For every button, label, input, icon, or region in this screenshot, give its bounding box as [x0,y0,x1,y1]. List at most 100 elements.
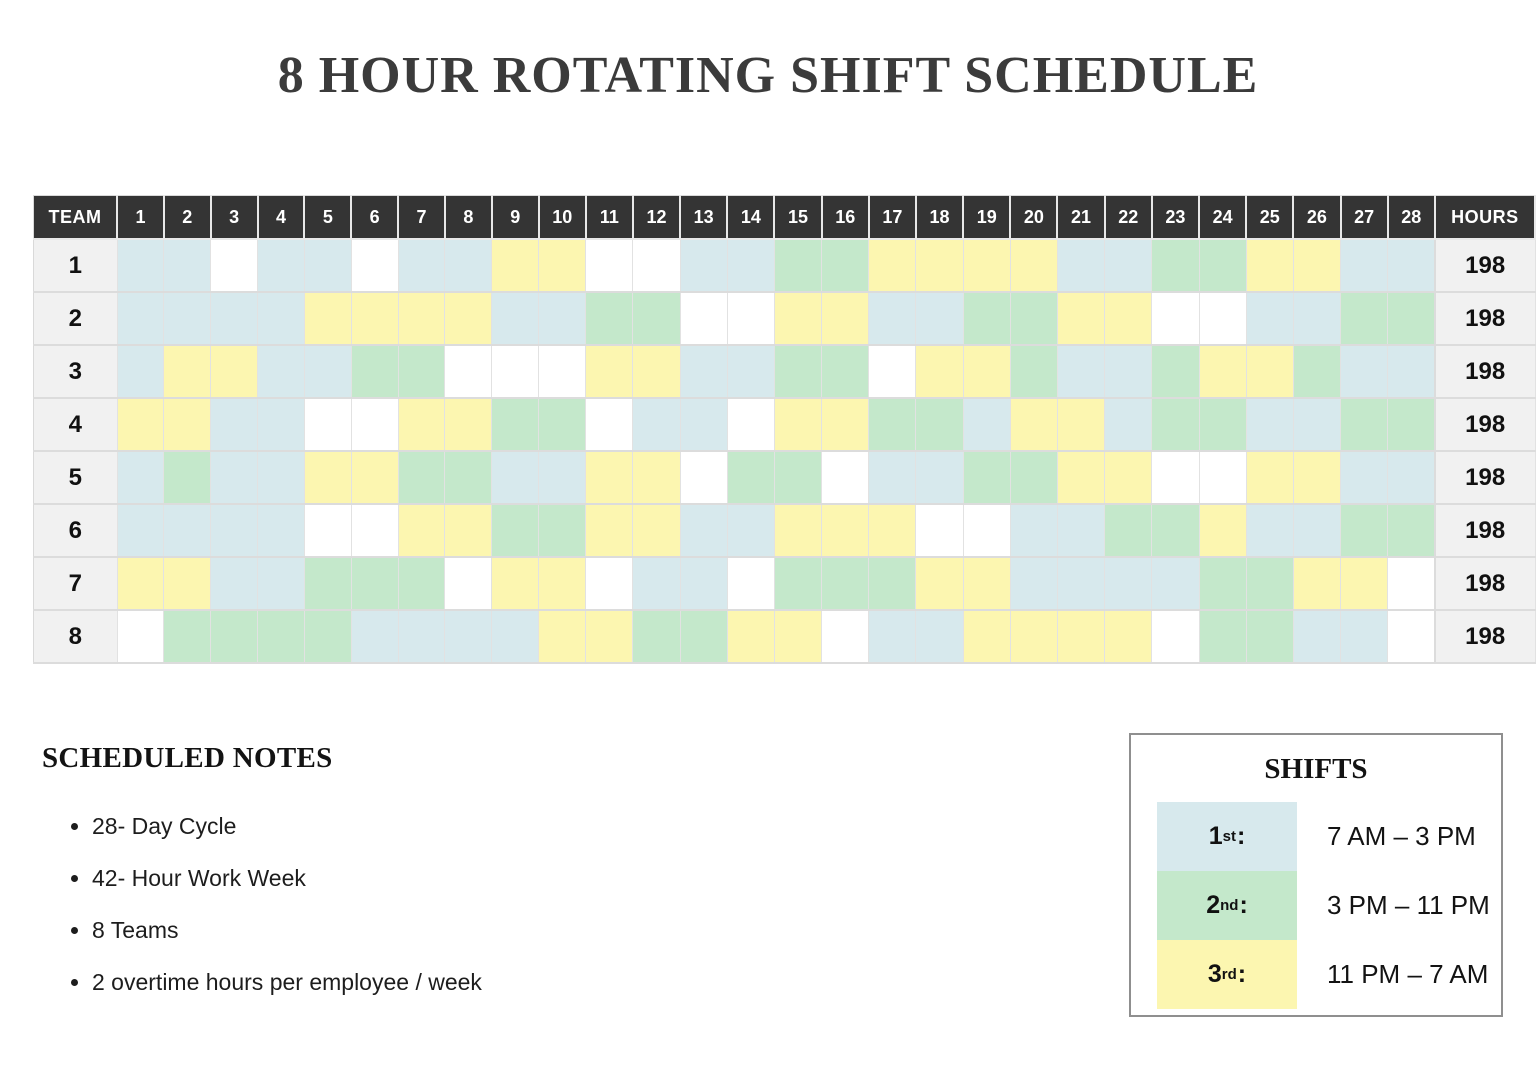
shift-3-cell [398,398,446,452]
shift-1-cell [444,239,493,293]
shift-1-cell [680,504,728,558]
shift-1-cell [680,239,728,293]
shift-3-cell [727,610,775,664]
shift-2-cell [1104,504,1153,558]
shift-2-cell [1340,504,1389,558]
shift-3-cell [538,610,587,664]
team-number-cell: 8 [33,610,118,664]
shift-1-cell [257,557,305,611]
team-number-cell: 6 [33,504,118,558]
shift-1-cell [257,504,305,558]
shift-2-cell [163,610,212,664]
shift-1-cell [1340,610,1389,664]
shift-1-cell [1340,239,1389,293]
off-day-cell [491,345,540,399]
note-item: 28- Day Cycle [92,813,702,840]
shift-2-cell [774,451,823,505]
shift-1-cell [963,398,1011,452]
team-row: 2 198 [33,292,1536,346]
shift-3-cell [632,504,681,558]
shift-2-cell [1199,557,1247,611]
shift-2-cell [1010,451,1058,505]
off-day-cell [117,610,165,664]
shift-1-cell [163,292,212,346]
shift-3-cell [963,345,1011,399]
shift-1-cell [1057,557,1106,611]
shift-3-cell [210,345,259,399]
shift-2-cell [1199,239,1247,293]
shift-1-cell [1340,451,1389,505]
shift-1-cell [491,292,540,346]
shift-3-cell [1199,504,1247,558]
shift-1-cell [1246,398,1294,452]
legend-time: 7 AM – 3 PM [1327,821,1476,851]
off-day-cell [680,451,728,505]
off-day-cell [304,398,352,452]
shift-2-cell [680,610,728,664]
day-header-cell: 18 [915,195,965,240]
shift-1-cell [1340,345,1389,399]
team-number-cell: 2 [33,292,118,346]
day-header-cell: 13 [680,195,729,240]
off-day-cell [1387,610,1436,664]
hours-cell: 198 [1433,451,1536,505]
notes-list: 28- Day Cycle 42- Hour Work Week 8 Teams 2 … [42,813,702,996]
off-day-cell [444,345,493,399]
day-header-cell: 11 [585,195,634,240]
day-header-cell: 7 [398,195,446,240]
day-header-cell: 19 [963,195,1012,240]
shift-1-cell [1010,504,1058,558]
day-header-cell: 4 [257,195,306,240]
shift-2-cell [351,345,399,399]
shift-3-cell [1010,610,1058,664]
shift-3-cell [1057,610,1106,664]
shift-3-cell [444,292,493,346]
shift-2-cell [304,557,352,611]
table-header-row: TEAM 1 2 3 4 5 6 7 8 9 10 11 12 13 14 15 16 17 18 19 20 21 22 2… [33,195,1536,240]
notes-heading: SCHEDULED NOTES [42,742,333,774]
page-title: 8 HOUR ROTATING SHIFT SCHEDULE [277,47,1259,104]
shift-2-cell [444,451,493,505]
shift-2-cell [774,345,823,399]
shift-3-cell [1246,451,1294,505]
shift-3-cell [915,239,964,293]
shift-1-cell [727,239,775,293]
shift-1-cell [444,610,493,664]
shift-2-cell [1151,239,1200,293]
off-day-cell [351,239,399,293]
shift-3-cell [163,398,212,452]
shift-3-cell [774,292,823,346]
day-header-cell: 24 [1199,195,1248,240]
note-item: 2 overtime hours per employee / week [92,969,702,996]
shift-1-cell [210,398,259,452]
shift-1-cell [1057,239,1106,293]
shift-3-cell [304,451,352,505]
day-header-cell: 23 [1151,195,1201,240]
day-header-cell: 15 [774,195,823,240]
hours-header-cell: HOURS [1434,195,1536,240]
off-day-cell [868,345,917,399]
shift-2-cell [727,451,775,505]
shift-1-cell [1293,292,1342,346]
shift-1-cell [680,345,728,399]
day-header-cell: 12 [632,195,682,240]
team-number-cell: 7 [33,557,118,611]
off-day-cell [1387,557,1436,611]
day-header-cell: 17 [868,195,917,240]
shift-3-cell [1057,292,1106,346]
shift-2-cell [398,451,446,505]
shift-2-cell [632,610,681,664]
team-number-cell: 5 [33,451,118,505]
shift-3-cell [963,610,1011,664]
shift-3-cell [915,345,964,399]
shift-2-cell [821,239,870,293]
note-item: 8 Teams [92,917,702,944]
shift-2-cell [351,557,399,611]
shift-2-cell [868,398,917,452]
shift-1-cell [1387,451,1436,505]
shift-1-cell [1293,398,1342,452]
shift-2-cell [1151,398,1200,452]
